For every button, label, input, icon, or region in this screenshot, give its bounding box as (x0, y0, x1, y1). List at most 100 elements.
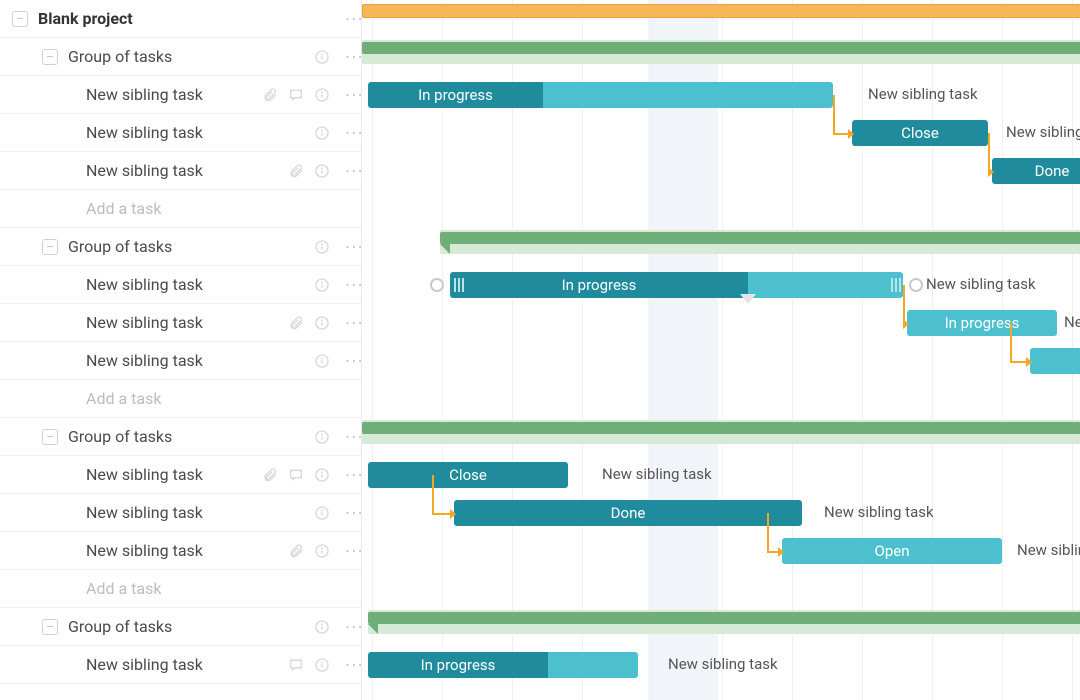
task-bar[interactable]: Done (454, 500, 802, 526)
task-bar-remaining[interactable] (543, 82, 833, 108)
bar-grip-left[interactable] (453, 272, 465, 298)
task-row[interactable]: New sibling task⋮ (0, 494, 361, 532)
task-bar[interactable] (1030, 348, 1080, 374)
dependency-connector (432, 475, 434, 513)
collapse-toggle[interactable]: – (12, 11, 28, 27)
more-icon[interactable]: ⋮ (339, 656, 353, 674)
info-icon[interactable] (313, 618, 331, 636)
info-icon[interactable] (313, 124, 331, 142)
bar-handle-left[interactable] (430, 278, 444, 292)
more-icon[interactable]: ⋮ (339, 428, 353, 446)
task-row[interactable]: New sibling task⋮ (0, 532, 361, 570)
task-bar-label: In progress (406, 86, 505, 104)
dependency-connector (833, 95, 835, 133)
info-icon[interactable] (313, 542, 331, 560)
group-row[interactable]: –Group of tasks⋮ (0, 418, 361, 456)
more-icon[interactable]: ⋮ (339, 504, 353, 522)
info-icon[interactable] (313, 352, 331, 370)
group-row[interactable]: –Group of tasks⋮ (0, 228, 361, 266)
add-label[interactable]: Add a task (86, 579, 361, 598)
info-icon[interactable] (313, 48, 331, 66)
task-bar-right-label: New sibling task (926, 275, 1036, 293)
add-label[interactable]: Add a task (86, 199, 361, 218)
task-bar-label: In progress (933, 314, 1032, 332)
clip-icon[interactable] (261, 466, 279, 484)
clip-icon[interactable] (287, 314, 305, 332)
task-bar-remaining[interactable] (748, 272, 903, 298)
bar-grip-right[interactable] (890, 272, 902, 298)
info-icon[interactable] (313, 238, 331, 256)
connector-arrow-icon (848, 129, 854, 139)
collapse-toggle[interactable]: – (42, 619, 58, 635)
task-bar-right-label: New sibling task (868, 85, 978, 103)
info-icon[interactable] (313, 466, 331, 484)
more-icon[interactable]: ⋮ (339, 466, 353, 484)
task-row[interactable]: New sibling task⋮ (0, 342, 361, 380)
task-bar[interactable]: In progress (907, 310, 1057, 336)
group-progress (362, 42, 1080, 54)
task-bar-label: Close (437, 466, 499, 484)
task-bar[interactable]: In progress (450, 272, 748, 298)
task-bar-label: Done (1023, 162, 1080, 180)
gantt-timeline[interactable]: In progress New sibling task Close New sibl… (362, 0, 1080, 700)
task-bar[interactable]: Close (368, 462, 568, 488)
comment-icon[interactable] (287, 656, 305, 674)
info-icon[interactable] (313, 314, 331, 332)
more-icon[interactable]: ⋮ (339, 542, 353, 560)
task-bar[interactable]: Close (852, 120, 988, 146)
group-row[interactable]: –Group of tasks⋮ (0, 608, 361, 646)
clip-icon[interactable] (287, 162, 305, 180)
task-bar-label: Open (863, 542, 922, 560)
more-icon[interactable]: ⋮ (339, 238, 353, 256)
comment-icon[interactable] (287, 466, 305, 484)
comment-icon[interactable] (287, 86, 305, 104)
more-icon[interactable]: ⋮ (339, 162, 353, 180)
task-bar[interactable]: In progress (368, 652, 548, 678)
more-icon[interactable]: ⋮ (339, 352, 353, 370)
bar-handle-right[interactable] (909, 278, 923, 292)
project-row[interactable]: –Blank project⋮ (0, 0, 361, 38)
info-icon[interactable] (313, 504, 331, 522)
dependency-connector (988, 133, 990, 171)
group-row[interactable]: –Group of tasks⋮ (0, 38, 361, 76)
info-icon[interactable] (313, 276, 331, 294)
task-row[interactable]: New sibling task⋮ (0, 152, 361, 190)
more-icon[interactable]: ⋮ (339, 276, 353, 294)
task-row[interactable]: New sibling task⋮ (0, 114, 361, 152)
task-bar-remaining[interactable] (548, 652, 638, 678)
more-icon[interactable]: ⋮ (339, 618, 353, 636)
info-icon[interactable] (313, 162, 331, 180)
add-row[interactable]: Add a task (0, 190, 361, 228)
dependency-connector (1010, 323, 1012, 361)
info-icon[interactable] (313, 86, 331, 104)
task-row[interactable]: New sibling task⋮ (0, 304, 361, 342)
clip-icon[interactable] (261, 86, 279, 104)
info-icon[interactable] (313, 428, 331, 446)
add-row[interactable]: Add a task (0, 380, 361, 418)
clip-icon[interactable] (287, 542, 305, 560)
collapse-toggle[interactable]: – (42, 239, 58, 255)
info-icon[interactable] (313, 656, 331, 674)
project-bar[interactable] (362, 4, 1080, 18)
task-bar[interactable]: In progress (368, 82, 543, 108)
connector-arrow-icon (778, 547, 784, 557)
task-bar[interactable]: Open (782, 538, 1002, 564)
more-icon[interactable]: ⋮ (339, 10, 353, 28)
collapse-toggle[interactable]: – (42, 429, 58, 445)
add-row[interactable]: Add a task (0, 570, 361, 608)
dependency-connector (903, 285, 905, 323)
task-row[interactable]: New sibling task⋮ (0, 456, 361, 494)
add-label[interactable]: Add a task (86, 389, 361, 408)
more-icon[interactable]: ⋮ (339, 314, 353, 332)
project-label[interactable]: Blank project (38, 9, 361, 28)
more-icon[interactable]: ⋮ (339, 124, 353, 142)
task-bar[interactable]: Done (992, 158, 1080, 184)
task-row[interactable]: New sibling task⋮ (0, 266, 361, 304)
task-row[interactable]: New sibling task⋮ (0, 646, 361, 684)
task-bar-right-label: New sibling task (602, 465, 712, 483)
more-icon[interactable]: ⋮ (339, 48, 353, 66)
task-bar-label: In progress (409, 656, 508, 674)
task-row[interactable]: New sibling task⋮ (0, 76, 361, 114)
collapse-toggle[interactable]: – (42, 49, 58, 65)
more-icon[interactable]: ⋮ (339, 86, 353, 104)
